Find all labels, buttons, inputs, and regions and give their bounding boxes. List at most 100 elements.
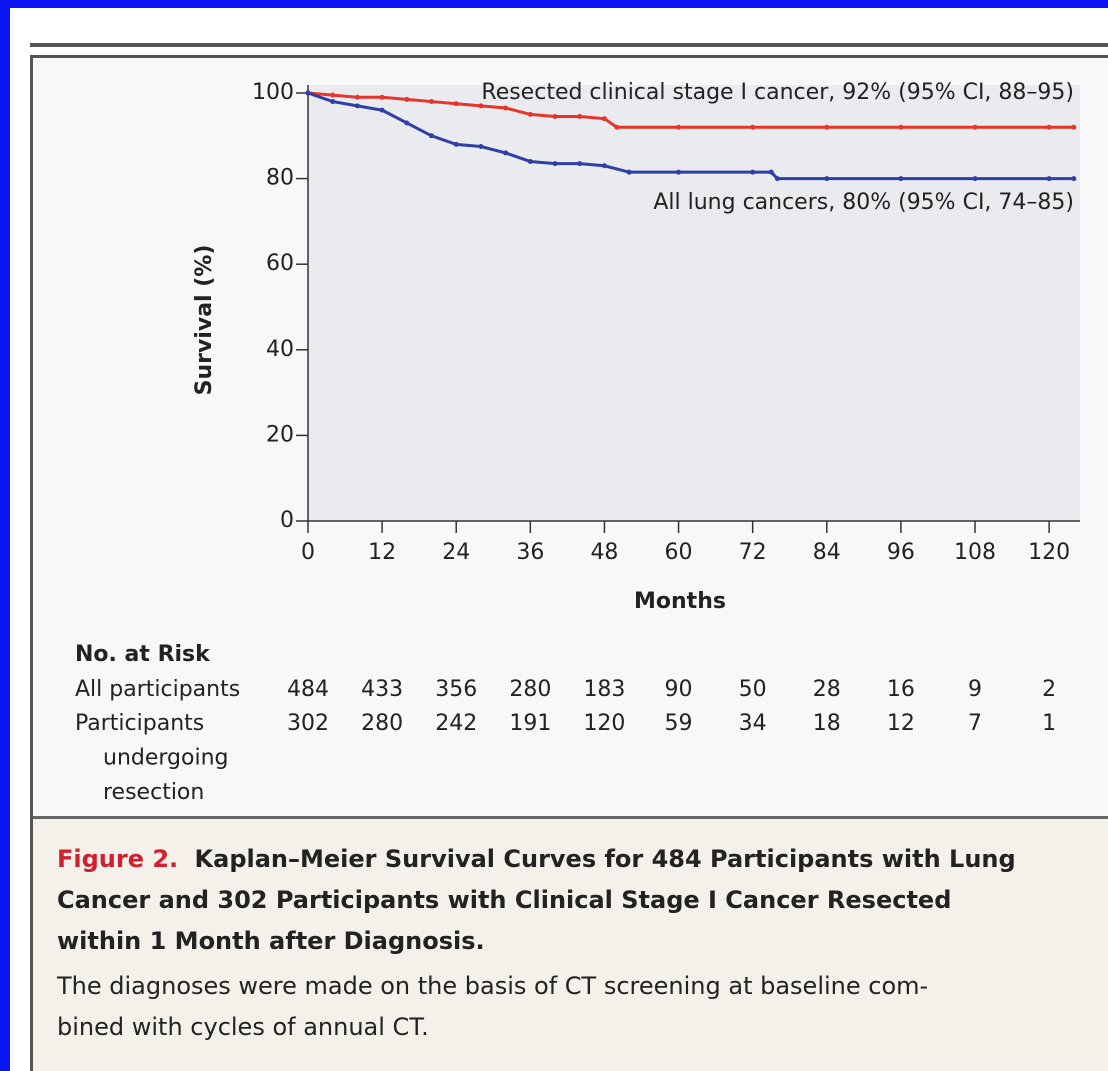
censor-mark bbox=[330, 92, 336, 98]
x-tick-label: 96 bbox=[887, 540, 915, 565]
censor-mark bbox=[614, 124, 620, 130]
censor-mark bbox=[330, 99, 336, 105]
risk-value: 183 bbox=[583, 677, 625, 702]
risk-title: No. at Risk bbox=[75, 642, 211, 667]
censor-mark bbox=[676, 169, 682, 175]
risk-value: 280 bbox=[509, 677, 551, 702]
censor-mark bbox=[626, 169, 632, 175]
censor-mark bbox=[379, 107, 385, 113]
censor-mark bbox=[972, 124, 978, 130]
x-axis-label: Months bbox=[634, 589, 726, 614]
censor-mark bbox=[404, 120, 410, 126]
censor-mark bbox=[1071, 176, 1077, 182]
risk-row-label: Participants bbox=[75, 711, 204, 736]
risk-value: 59 bbox=[665, 711, 693, 736]
censor-mark bbox=[1046, 124, 1052, 130]
censor-mark bbox=[552, 114, 558, 120]
x-tick-label: 120 bbox=[1028, 540, 1070, 565]
caption: Figure 2. Kaplan–Meier Survival Curves f… bbox=[57, 845, 1016, 955]
y-tick-label: 80 bbox=[266, 166, 294, 191]
censor-mark bbox=[379, 94, 385, 100]
top-rule bbox=[30, 43, 1108, 47]
risk-value: 191 bbox=[509, 711, 551, 736]
caption-title: within 1 Month after Diagnosis. bbox=[57, 927, 485, 955]
risk-value: 2 bbox=[1042, 677, 1056, 702]
censor-mark bbox=[429, 99, 435, 105]
box-border bbox=[30, 55, 33, 1071]
risk-row-label: resection bbox=[103, 780, 204, 805]
censor-mark bbox=[972, 176, 978, 182]
risk-value: 18 bbox=[813, 711, 841, 736]
censor-mark bbox=[750, 124, 756, 130]
x-tick-label: 72 bbox=[739, 540, 767, 565]
risk-value: 9 bbox=[968, 677, 982, 702]
censor-mark bbox=[601, 163, 607, 169]
censor-mark bbox=[898, 176, 904, 182]
x-tick-label: 24 bbox=[442, 540, 470, 565]
risk-value: 242 bbox=[435, 711, 477, 736]
risk-value: 90 bbox=[665, 677, 693, 702]
risk-value: 1 bbox=[1042, 711, 1056, 736]
plot-area bbox=[308, 85, 1080, 521]
risk-value: 484 bbox=[287, 677, 329, 702]
y-tick-label: 100 bbox=[252, 80, 294, 105]
censor-mark bbox=[824, 124, 830, 130]
risk-row-label: All participants bbox=[75, 677, 240, 702]
y-axis-label: Survival (%) bbox=[192, 245, 217, 396]
x-tick-label: 48 bbox=[590, 540, 618, 565]
x-tick-label: 60 bbox=[665, 540, 693, 565]
y-tick-label: 20 bbox=[266, 422, 294, 447]
risk-value: 302 bbox=[287, 711, 329, 736]
risk-value: 16 bbox=[887, 677, 915, 702]
censor-mark bbox=[429, 133, 435, 139]
risk-value: 356 bbox=[435, 677, 477, 702]
censor-mark bbox=[577, 161, 583, 167]
censor-mark bbox=[1071, 124, 1077, 130]
x-tick-label: 36 bbox=[516, 540, 544, 565]
censor-mark bbox=[750, 169, 756, 175]
censor-mark bbox=[354, 94, 360, 100]
censor-mark bbox=[527, 111, 533, 117]
x-tick-label: 0 bbox=[301, 540, 315, 565]
censor-mark bbox=[774, 176, 780, 182]
censor-mark bbox=[824, 176, 830, 182]
risk-value: 12 bbox=[887, 711, 915, 736]
risk-value: 28 bbox=[813, 677, 841, 702]
censor-mark bbox=[577, 114, 583, 120]
risk-value: 280 bbox=[361, 711, 403, 736]
x-tick-label: 84 bbox=[813, 540, 841, 565]
risk-value: 50 bbox=[739, 677, 767, 702]
risk-value: 120 bbox=[583, 711, 625, 736]
risk-value: 7 bbox=[968, 711, 982, 736]
censor-mark bbox=[676, 124, 682, 130]
y-tick-label: 60 bbox=[266, 251, 294, 276]
y-tick-label: 0 bbox=[280, 508, 294, 533]
x-tick-label: 12 bbox=[368, 540, 396, 565]
caption-label: Figure 2. bbox=[57, 845, 178, 873]
censor-mark bbox=[1046, 176, 1052, 182]
censor-mark bbox=[354, 103, 360, 109]
censor-mark bbox=[305, 90, 311, 96]
caption-box bbox=[33, 818, 1108, 1071]
censor-mark bbox=[601, 116, 607, 122]
censor-mark bbox=[453, 141, 459, 147]
censor-mark bbox=[503, 105, 509, 111]
curve-label: All lung cancers, 80% (95% CI, 74–85) bbox=[653, 190, 1074, 215]
caption-title: Cancer and 302 Participants with Clinica… bbox=[57, 886, 951, 914]
caption-rule bbox=[33, 816, 1108, 819]
censor-mark bbox=[478, 144, 484, 149]
y-tick-label: 40 bbox=[266, 337, 294, 362]
curve-label: Resected clinical stage I cancer, 92% (9… bbox=[481, 80, 1074, 105]
censor-mark bbox=[503, 150, 509, 156]
risk-value: 433 bbox=[361, 677, 403, 702]
censor-mark bbox=[768, 169, 774, 175]
censor-mark bbox=[552, 161, 558, 167]
x-tick-label: 108 bbox=[954, 540, 996, 565]
censor-mark bbox=[527, 158, 533, 164]
censor-mark bbox=[898, 124, 904, 130]
censor-mark bbox=[478, 103, 484, 109]
censor-mark bbox=[404, 96, 410, 102]
risk-value: 34 bbox=[739, 711, 767, 736]
